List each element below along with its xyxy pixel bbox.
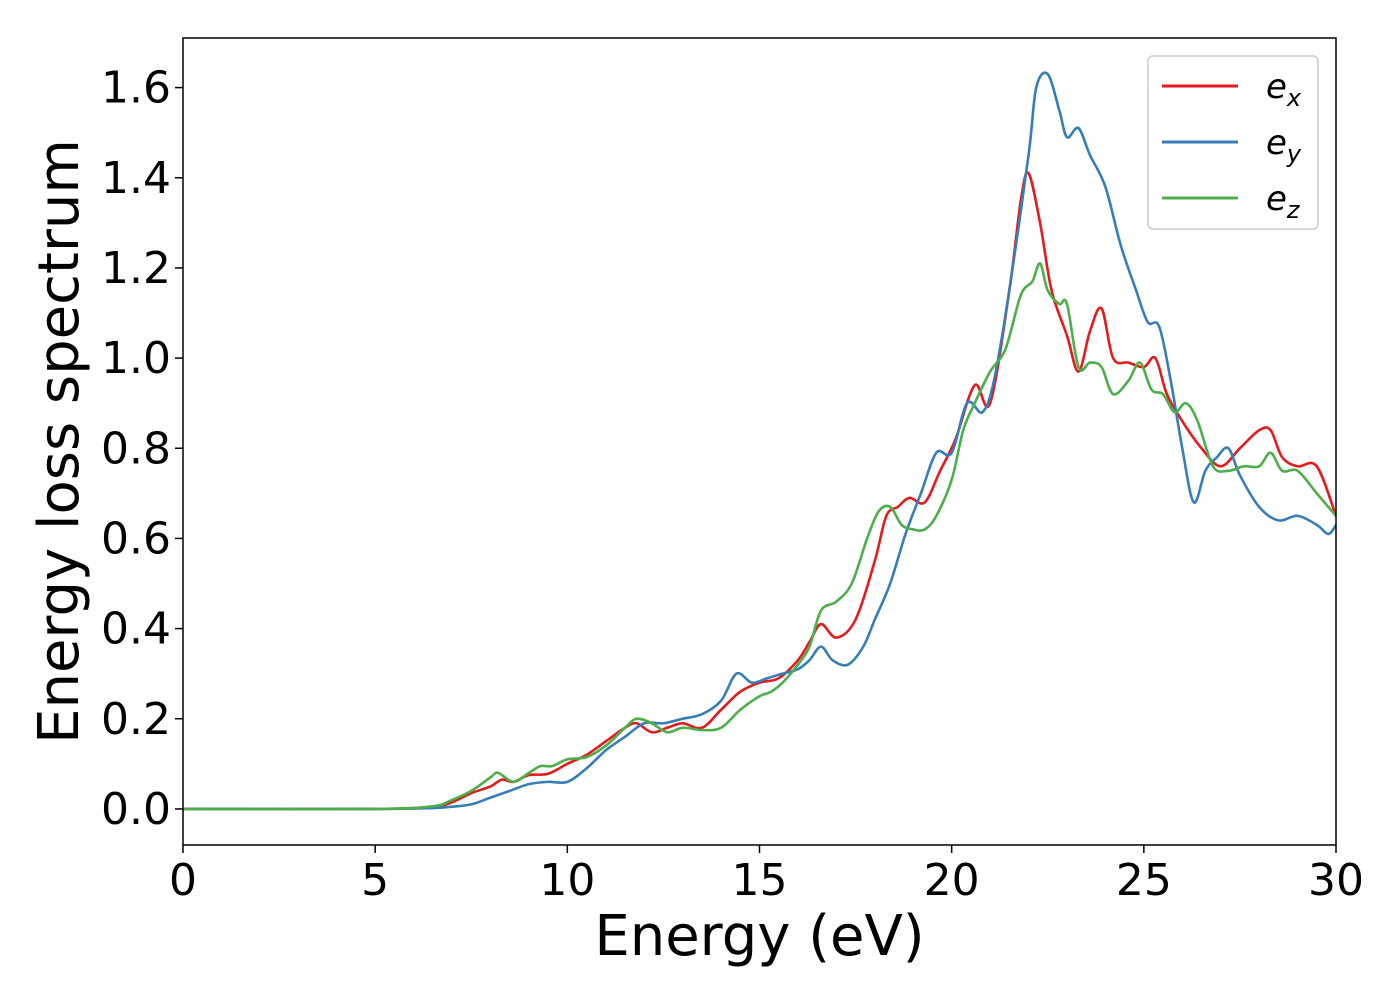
series-layer <box>183 71 1336 811</box>
x-tick-label: 20 <box>924 855 980 906</box>
y-axis-ticks: 0.0 0.2 0.4 0.6 0.8 1.0 1.2 1.4 1.6 <box>101 63 183 835</box>
y-tick-label: 0.2 <box>101 694 171 745</box>
x-tick-label: 15 <box>732 855 788 906</box>
x-tick-label: 25 <box>1116 855 1172 906</box>
y-axis-title: Energy loss spectrum <box>27 139 92 744</box>
x-tick-label: 0 <box>169 855 197 906</box>
x-axis-title: Energy (eV) <box>594 904 924 969</box>
y-tick-label: 1.6 <box>101 63 171 114</box>
y-tick-label: 1.0 <box>101 333 171 384</box>
legend-label-e-z: ez <box>1266 179 1301 224</box>
y-tick-label: 1.4 <box>101 153 171 204</box>
y-tick-label: 0.8 <box>101 423 171 474</box>
legend-label-e-x: ex <box>1266 67 1302 112</box>
x-tick-label: 10 <box>539 855 595 906</box>
y-tick-label: 1.2 <box>101 243 171 294</box>
x-axis-ticks: 0 5 10 15 20 25 30 <box>169 845 1364 906</box>
series-line-e-y <box>183 71 1336 811</box>
legend-label-e-y: ey <box>1266 123 1302 168</box>
legend: ex ey ez <box>1147 55 1319 230</box>
y-tick-label: 0.0 <box>101 784 171 835</box>
series-line-e-x <box>183 171 1336 811</box>
x-tick-label: 30 <box>1308 855 1364 906</box>
x-tick-label: 5 <box>361 855 389 906</box>
y-tick-label: 0.6 <box>101 513 171 564</box>
y-tick-label: 0.4 <box>101 604 171 655</box>
series-line-e-z <box>183 262 1336 811</box>
